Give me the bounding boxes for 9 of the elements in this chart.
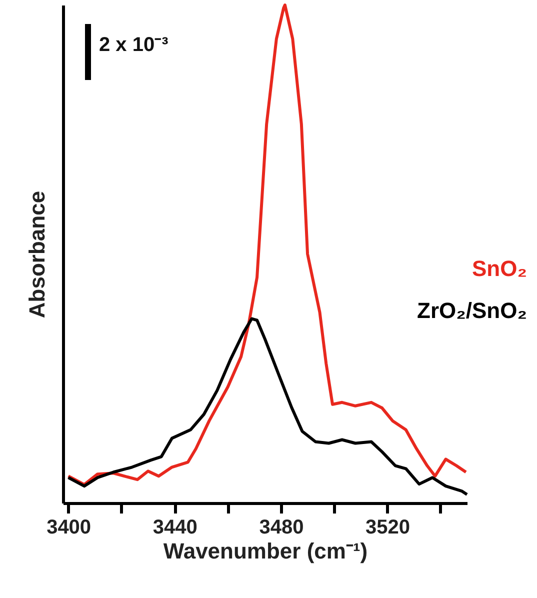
y-axis-title: Absorbance [24,190,50,318]
text: ZrO₂/SnO₂ [417,298,527,323]
x-axis-title: Wavenumber (cm⁻¹) [163,538,368,564]
x-tick-label: 3480 [259,516,304,538]
text: SnO₂ [472,256,527,281]
annotation: 2 x 10⁻³ [99,34,169,56]
x-tick-label: 3400 [46,516,92,538]
x-tick-label: 3440 [152,516,198,538]
x-tick-label: 3520 [366,516,410,538]
